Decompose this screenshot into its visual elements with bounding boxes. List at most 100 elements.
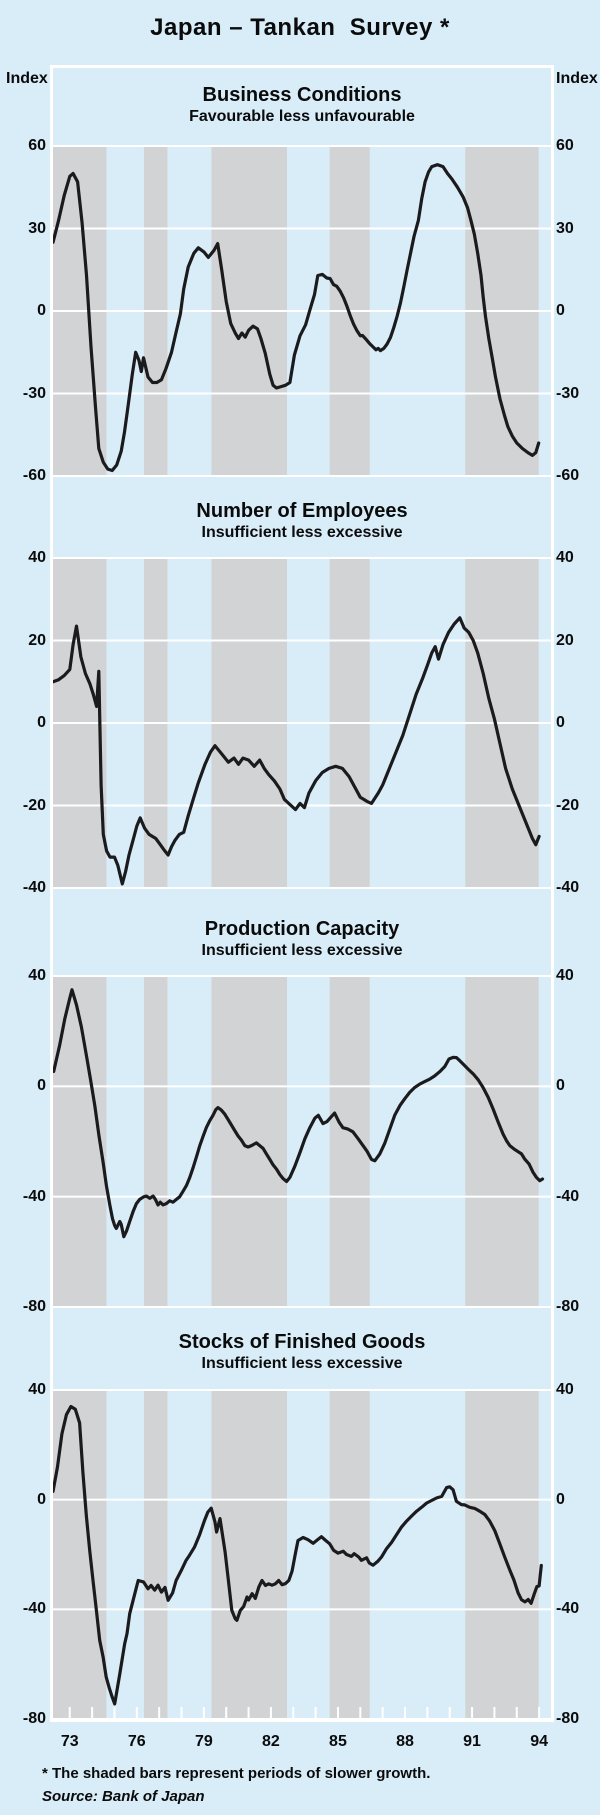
y-tick-label-right: 40 xyxy=(556,967,574,984)
recession-band xyxy=(465,1390,539,1719)
recession-band xyxy=(329,976,370,1307)
y-tick-label-right: 30 xyxy=(556,219,574,237)
x-tick xyxy=(448,1707,451,1719)
x-tick-label: 88 xyxy=(396,1733,414,1750)
y-tick-label-left: 40 xyxy=(28,549,46,566)
panel-title: Production Capacity xyxy=(204,918,400,940)
recession-band xyxy=(143,1390,168,1719)
gridline xyxy=(53,887,551,889)
gridline xyxy=(53,145,551,147)
x-tick-label: 82 xyxy=(262,1733,280,1750)
y-tick-label-left: -40 xyxy=(22,879,46,896)
y-tick-label-left: -20 xyxy=(22,796,46,814)
y-tick-label-right: 40 xyxy=(556,1381,574,1398)
y-tick-label-left: -80 xyxy=(22,1298,46,1315)
panel-header: Number of Employees Insufficient less exc… xyxy=(53,500,551,542)
series-line xyxy=(51,1404,543,1706)
panel-title: Business Conditions xyxy=(202,84,402,106)
x-tick xyxy=(314,1707,317,1719)
panel-subtitle: Insufficient less excessive xyxy=(201,1355,403,1372)
recession-band xyxy=(465,976,539,1307)
y-tick-label-left: -40 xyxy=(22,1187,46,1205)
x-tick xyxy=(247,1707,250,1719)
y-tick-label-left: 40 xyxy=(28,967,46,984)
gridline xyxy=(53,1498,551,1501)
y-tick-label-right: -40 xyxy=(556,879,580,896)
panel-subtitle: Insufficient less excessive xyxy=(201,524,403,541)
gridline xyxy=(53,1195,551,1198)
y-tick-label-right: -40 xyxy=(556,1187,580,1205)
x-tick xyxy=(113,1707,116,1719)
y-tick-label-left: -80 xyxy=(22,1710,46,1727)
x-tick xyxy=(68,1707,71,1719)
x-tick xyxy=(269,1707,272,1719)
x-tick xyxy=(180,1707,183,1719)
footnote: * The shaded bars represent periods of s… xyxy=(42,1765,431,1782)
y-tick-label-right: 20 xyxy=(556,631,574,649)
y-tick-label-left: 0 xyxy=(37,1077,46,1095)
axis-unit-label-right: Index xyxy=(556,70,598,87)
x-tick xyxy=(426,1707,429,1719)
x-tick xyxy=(336,1707,339,1719)
x-tick-label: 79 xyxy=(194,1733,213,1750)
x-tick-label: 94 xyxy=(530,1733,548,1750)
source-note: Source: Bank of Japan xyxy=(42,1788,205,1805)
gridline xyxy=(53,392,551,395)
series-line xyxy=(51,163,541,473)
x-tick xyxy=(538,1707,541,1719)
y-tick-label-left: -60 xyxy=(22,467,46,484)
panel-title: Number of Employees xyxy=(196,500,408,522)
gridline xyxy=(53,310,551,312)
x-tick-label: 91 xyxy=(463,1733,481,1750)
y-tick-label-left: 20 xyxy=(28,631,46,649)
panel-header: Business Conditions Favourable less unfav… xyxy=(53,84,551,126)
x-tick xyxy=(471,1707,474,1719)
gridline xyxy=(53,722,551,724)
recession-band xyxy=(211,1390,288,1719)
x-tick xyxy=(515,1707,518,1719)
y-tick-label-right: -30 xyxy=(556,384,580,402)
y-tick-label-left: -30 xyxy=(22,384,46,402)
y-tick-label-left: 0 xyxy=(37,714,46,731)
chart-title: Japan – Tankan Survey * xyxy=(150,14,450,41)
y-tick-label-right: 60 xyxy=(556,137,574,154)
x-tick xyxy=(202,1707,205,1719)
series-line xyxy=(52,988,545,1239)
y-tick-label-right: -80 xyxy=(556,1298,580,1315)
x-tick xyxy=(493,1707,496,1719)
x-tick xyxy=(381,1707,384,1719)
x-tick-label: 73 xyxy=(60,1733,79,1750)
gridline xyxy=(53,639,551,642)
y-tick-label-left: 30 xyxy=(28,219,46,237)
y-tick-label-right: -60 xyxy=(556,467,580,484)
gridline xyxy=(53,975,551,977)
y-tick-label-right: 0 xyxy=(556,1490,565,1508)
panel-subtitle: Favourable less unfavourable xyxy=(189,108,415,125)
y-tick-label-right: 0 xyxy=(556,714,565,731)
axis-unit-label-left: Index xyxy=(6,70,48,87)
y-tick-label-right: -80 xyxy=(556,1710,580,1727)
y-tick-label-right: -20 xyxy=(556,796,580,814)
y-tick-label-left: 0 xyxy=(37,302,46,319)
x-tick xyxy=(135,1707,138,1719)
gridline xyxy=(53,557,551,559)
x-tick xyxy=(404,1707,407,1719)
x-tick-label: 85 xyxy=(329,1733,347,1750)
x-tick xyxy=(292,1707,295,1719)
panel-title: Stocks of Finished Goods xyxy=(178,1331,426,1353)
y-tick-label-right: -40 xyxy=(556,1600,580,1618)
gridline xyxy=(53,1389,551,1391)
y-tick-label-right: 0 xyxy=(556,302,565,319)
gridline xyxy=(53,475,551,477)
gridline xyxy=(53,1085,551,1088)
x-tick xyxy=(359,1707,362,1719)
y-tick-label-left: 40 xyxy=(28,1381,46,1398)
x-tick xyxy=(158,1707,161,1719)
panel-header: Stocks of Finished Goods Insufficient les… xyxy=(53,1331,551,1373)
y-tick-label-left: 0 xyxy=(37,1490,46,1508)
gridline xyxy=(53,1608,551,1611)
y-tick-label-left: -40 xyxy=(22,1600,46,1618)
plot-border xyxy=(50,65,554,1722)
